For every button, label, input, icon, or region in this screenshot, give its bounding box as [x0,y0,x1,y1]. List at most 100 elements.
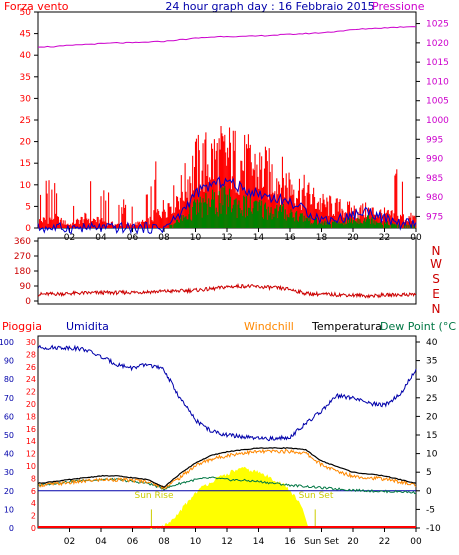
rain-y-tick-label: 26 [26,363,36,372]
compass-label: E [432,287,440,301]
wind-speed-label: Forza vento [4,0,69,13]
chart-title: 24 hour graph day : 16 Febbraio 2015 [165,0,374,13]
pressure-label: Pressione [372,0,425,13]
humidity-y-tick-label: 100 [0,338,14,347]
pressure-y-tick-label: 1025 [426,20,449,30]
direction-y-axis: 0 90 180 270 360 [14,237,38,307]
wind-y-tick-label: 5 [25,202,31,212]
temp-y-tick-label: 20 [426,412,438,422]
rain-y-tick-label: 18 [26,412,36,421]
rain-y-tick-label: 4 [31,499,36,508]
temp-y-tick-label: 25 [426,394,437,404]
pressure-y-tick-label: 1000 [426,116,449,126]
humidity-y-tick-label: 80 [4,375,14,384]
temp-y-tick-label: 10 [426,450,438,460]
humidity-y-tick-label: 0 [9,524,14,533]
rain-y-tick-label: 20 [26,400,36,409]
rain-y-tick-label: 28 [26,350,36,359]
temp-x-tick-label: 00 [410,537,422,547]
dewpoint-line [37,476,417,495]
temp-x-tick-label: Sun Set [304,537,339,547]
temp-y-tick-label: 40 [426,338,438,348]
temp-x-tick-label: 02 [64,537,75,547]
wind-y-tick-label: 25 [20,116,31,126]
humidity-y-tick-label: 30 [4,468,14,477]
temp-y-tick-label: 15 [426,431,437,441]
humidity-y-tick-label: 20 [4,487,14,496]
pressure-y-tick-label: 995 [426,135,443,145]
wind-y-tick-label: 0 [25,224,31,234]
windchill-line [37,448,417,490]
temperature-y-axis: -10 -5 0 5 10 15 20 25 30 35 40 [416,338,441,534]
rain-y-tick-label: 24 [26,375,36,384]
dewpoint-label: Dew Point (°C [380,320,456,333]
pressure-y-tick-label: 1020 [426,39,449,49]
wind-y-tick-label: 15 [20,159,31,169]
humidity-y-tick-label: 60 [4,412,14,421]
humidity-y-tick-label: 10 [4,505,14,514]
direction-series [37,282,417,299]
humidity-y-tick-label: 70 [4,394,14,403]
rain-y-tick-label: 0 [31,524,36,533]
humidity-y-axis: 0 10 20 30 40 50 60 70 80 90 100 [0,338,14,533]
temp-x-tick-label: 10 [190,537,202,547]
rain-y-tick-label: 22 [26,388,36,397]
wind-y-tick-label: 40 [20,51,32,61]
windchill-label: Windchill [244,320,294,333]
temp-y-tick-label: -5 [426,505,435,515]
wind-y-tick-label: 35 [20,73,31,83]
pressure-y-tick-label: 990 [426,155,443,165]
direction-y-tick-label: 90 [20,282,32,292]
temp-x-axis: 02 04 06 08 10 12 14 16 Sun Set 20 22 00 [64,528,422,547]
rain-y-tick-label: 10 [26,462,36,471]
humidity-line [37,344,417,442]
temp-x-tick-label: 12 [221,537,232,547]
humidity-y-tick-label: 40 [4,450,14,459]
pressure-y-tick-label: 1010 [426,77,449,87]
rain-y-tick-label: 8 [31,474,36,483]
temperature-label: Temperatura [311,320,382,333]
compass-label: S [432,272,440,286]
pressure-y-tick-label: 975 [426,212,443,222]
sunrise-label: Sun Rise [135,491,174,501]
wind-x-axis: 02 04 06 08 10 12 14 16 18 20 22 00 [64,228,422,243]
wind-direction-line [37,282,417,299]
compass-label: N [432,302,441,316]
wind-average-line [37,176,417,235]
temp-y-tick-label: 0 [426,487,432,497]
temp-x-tick-label: 20 [347,537,359,547]
temp-x-tick-label: 22 [379,537,390,547]
temp-y-tick-label: 30 [426,375,438,385]
direction-y-tick-label: 270 [14,252,31,262]
rain-y-tick-label: 6 [31,487,36,496]
wind-y-tick-label: 20 [20,138,32,148]
humidity-y-tick-label: 50 [4,431,14,440]
rain-y-tick-label: 30 [26,338,36,347]
wind-y-axis: 0 5 10 15 20 25 30 35 40 45 50 [20,8,38,234]
rain-label: Pioggia [2,320,42,333]
wind-pressure-panel: 24 hour graph day : 16 Febbraio 2015 For… [4,0,449,243]
humidity-label: Umidita [66,320,109,333]
temp-y-tick-label: -10 [426,524,441,534]
direction-y-tick-label: 0 [25,297,31,307]
temp-y-tick-label: 5 [426,468,432,478]
humidity-y-tick-label: 90 [4,357,14,366]
temp-x-tick-label: 08 [158,537,170,547]
rain-y-tick-label: 2 [31,512,36,521]
wind-y-tick-label: 30 [20,94,32,104]
solar-area [38,466,416,530]
pressure-line [37,26,417,48]
temp-humidity-panel: Pioggia Umidita Windchill Temperatura De… [0,320,456,547]
pressure-y-tick-label: 1005 [426,97,449,107]
temp-x-tick-label: 16 [284,537,296,547]
wind-y-tick-label: 50 [20,8,32,18]
temp-x-tick-label: 14 [253,537,265,547]
temp-x-tick-label: 06 [127,537,139,547]
wind-series [37,26,417,235]
wind-y-tick-label: 10 [20,181,32,191]
compass-label: W [430,257,442,271]
